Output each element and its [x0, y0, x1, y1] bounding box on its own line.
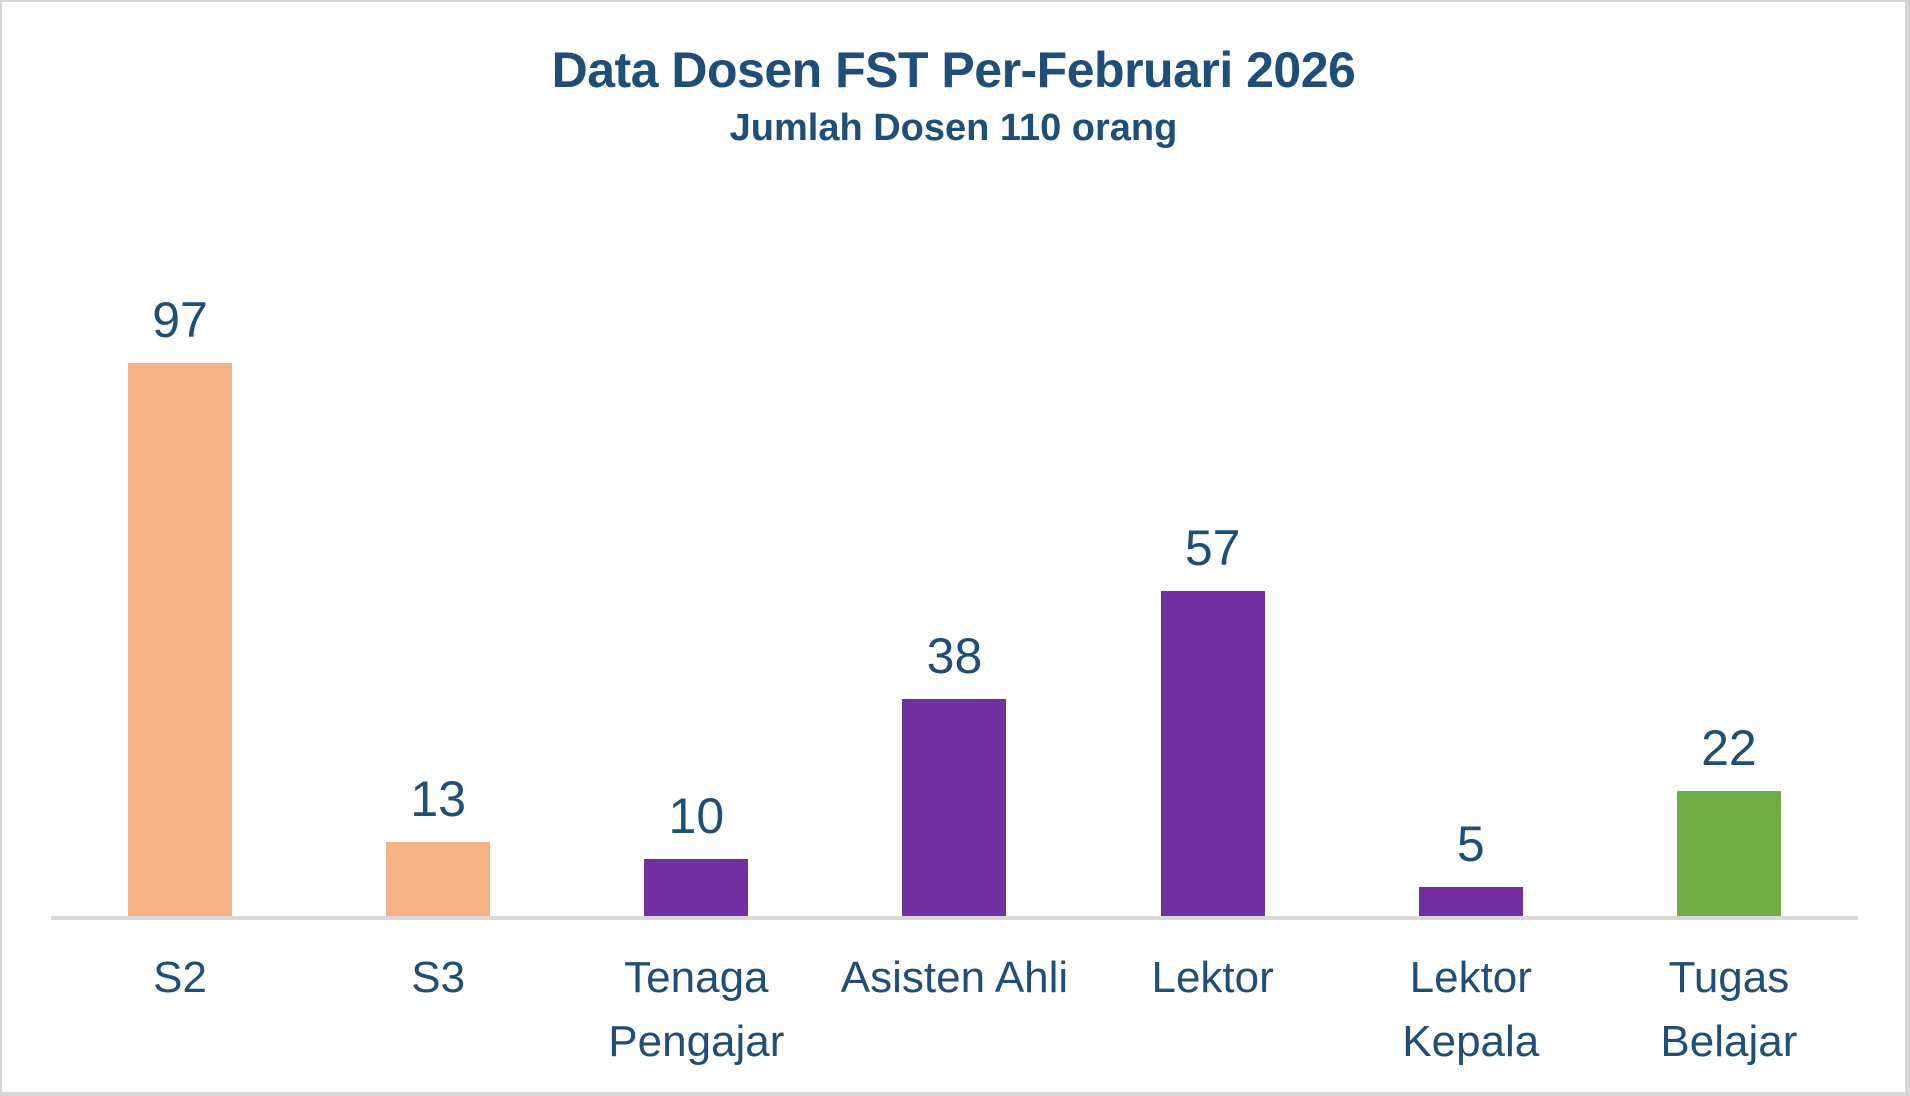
bar-column-s2: 97: [51, 152, 309, 916]
chart-subtitle: Jumlah Dosen 110 orang: [729, 107, 1178, 149]
data-label-tugas-belajar: 22: [1701, 720, 1757, 776]
data-label-tenaga-pengajar: 10: [668, 788, 725, 844]
category-label-lektor-kepala: Lektor Kepala: [1342, 946, 1600, 1074]
category-label-lektor: Lektor: [1084, 946, 1342, 1074]
title-block: Data Dosen FST Per-Februari 2026 Jumlah …: [2, 42, 1905, 150]
chart-title: Data Dosen FST Per-Februari 2026: [551, 42, 1356, 98]
bar-column-lektor: 57: [1084, 152, 1342, 916]
bar-column-lektor-kepala: 5: [1342, 152, 1600, 916]
category-label-line: S3: [411, 953, 466, 1002]
data-label-lektor: 57: [1184, 520, 1241, 576]
category-label-line: Pengajar: [608, 1017, 785, 1066]
data-label-asisten-ahli: 38: [926, 628, 983, 684]
x-axis-line: [51, 916, 1858, 920]
bar-column-asisten-ahli: 38: [825, 152, 1083, 916]
category-label-line: Asisten Ahli: [840, 953, 1069, 1002]
category-label-line: Lektor: [1409, 953, 1532, 1002]
data-label-s3: 13: [410, 771, 467, 827]
bar-column-tenaga-pengajar: 10: [567, 152, 825, 916]
data-label-lektor-kepala: 5: [1456, 816, 1485, 872]
category-label-tugas-belajar: Tugas Belajar: [1600, 946, 1858, 1074]
category-label-line: Tugas: [1668, 953, 1790, 1002]
bar-lektor: [1160, 591, 1265, 916]
category-label-line: Belajar: [1660, 1017, 1798, 1066]
category-label-line: Tenaga: [624, 953, 769, 1002]
bar-s2: [128, 363, 233, 916]
category-label-s2: S2: [51, 946, 309, 1074]
bar-tugas-belajar: [1676, 791, 1781, 916]
bar-column-s3: 13: [309, 152, 567, 916]
bar-lektor-kepala: [1418, 887, 1523, 916]
bar-tenaga-pengajar: [644, 859, 749, 916]
category-label-s3: S3: [309, 946, 567, 1074]
plot-area: 97 13 10 38 57 5 22: [51, 152, 1858, 916]
bar-column-tugas-belajar: 22: [1600, 152, 1858, 916]
bar-s3: [386, 842, 491, 916]
data-label-s2: 97: [152, 292, 208, 348]
category-label-asisten-ahli: Asisten Ahli: [825, 946, 1083, 1074]
category-label-line: Lektor: [1151, 953, 1274, 1002]
category-label-tenaga-pengajar: Tenaga Pengajar: [567, 946, 825, 1074]
bar-asisten-ahli: [902, 699, 1007, 916]
category-label-line: Kepala: [1402, 1017, 1540, 1066]
category-axis: S2 S3 Tenaga Pengajar Asisten Ahli Lektor Lekt…: [51, 946, 1858, 1074]
category-label-line: S2: [153, 953, 207, 1002]
